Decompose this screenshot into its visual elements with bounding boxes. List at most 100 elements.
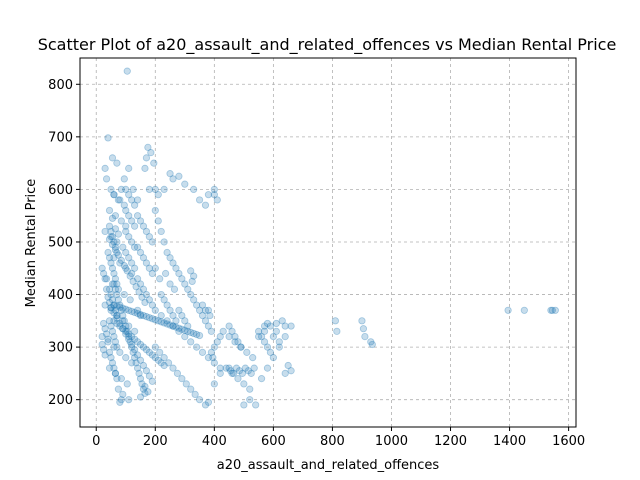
scatter-point	[331, 317, 339, 325]
scatter-point	[133, 338, 142, 346]
scatter-point	[219, 327, 227, 335]
scatter-point	[119, 317, 127, 325]
scatter-point	[169, 322, 177, 330]
scatter-point	[108, 296, 117, 304]
scatter-point	[111, 212, 120, 220]
scatter-point	[126, 296, 134, 304]
scatter-point	[122, 354, 130, 362]
scatter-point	[116, 348, 124, 356]
scatter-point	[105, 222, 114, 230]
scatter-point	[122, 330, 130, 338]
scatter-point	[154, 217, 162, 225]
scatter-point	[225, 364, 233, 372]
scatter-point	[133, 196, 142, 204]
scatter-point	[108, 233, 117, 241]
scatter-point	[145, 372, 153, 380]
scatter-point	[246, 396, 254, 404]
scatter-point	[235, 367, 244, 375]
scatter-point	[110, 309, 118, 317]
scatter-point	[210, 343, 218, 351]
scatter-point	[128, 259, 136, 267]
scatter-point	[125, 191, 133, 199]
scatter-point	[151, 206, 159, 215]
scatter-point	[198, 348, 207, 356]
scatter-point	[101, 275, 109, 283]
y-tick-label: 200	[48, 393, 73, 408]
scatter-point	[138, 293, 146, 301]
scatter-point	[232, 364, 241, 372]
scatter-point	[119, 243, 127, 251]
scatter-point	[228, 327, 236, 335]
scatter-point	[102, 275, 111, 283]
x-tick-label: 400	[202, 434, 227, 449]
scatter-point	[113, 238, 121, 246]
y-tick-label: 700	[48, 130, 73, 145]
scatter-point	[101, 227, 109, 236]
scatter-point	[181, 332, 189, 341]
scatter-point	[105, 364, 114, 372]
grid-lines	[80, 58, 576, 427]
scatter-point	[216, 332, 224, 341]
scatter-point	[141, 389, 149, 397]
scatter-point	[204, 191, 213, 199]
scatter-point	[114, 296, 122, 304]
scatter-point	[131, 346, 139, 354]
scatter-point	[113, 302, 121, 310]
scatter-point	[178, 311, 186, 320]
scatter-point	[110, 254, 118, 262]
scatter-point	[138, 380, 146, 388]
scatter-point	[116, 196, 124, 204]
scatter-point	[128, 332, 136, 341]
scatter-point	[139, 311, 148, 320]
scatter-point	[111, 275, 120, 283]
scatter-point	[551, 306, 559, 314]
scatter-point	[102, 285, 111, 293]
scatter-point	[108, 154, 117, 162]
scatter-point	[166, 306, 174, 314]
scatter-point	[139, 343, 148, 351]
scatter-point	[131, 222, 139, 230]
scatter-point	[122, 227, 130, 236]
x-tick-label: 200	[143, 434, 168, 449]
scatter-point	[244, 367, 252, 375]
scatter-point	[182, 380, 190, 388]
scatter-point	[136, 340, 145, 349]
scatter-point	[139, 222, 148, 230]
scatter-point	[190, 272, 198, 280]
scatter-point	[187, 328, 195, 336]
scatter-point	[207, 348, 215, 356]
chart-title: Scatter Plot of a20_assault_and_related_…	[38, 35, 617, 55]
y-axis-label: Median Rental Price	[24, 179, 39, 308]
scatter-point	[240, 380, 248, 388]
scatter-point	[145, 296, 153, 304]
scatter-point	[156, 275, 164, 283]
scatter-point	[157, 311, 165, 320]
scatter-point	[178, 275, 186, 283]
scatter-point	[105, 348, 114, 356]
scatter-point	[272, 319, 280, 328]
scatter-point	[128, 359, 136, 367]
scatter-point	[107, 290, 115, 299]
x-tick-label: 1600	[552, 434, 585, 449]
scatter-point	[111, 306, 120, 314]
scatter-point	[100, 346, 108, 354]
scatter-point	[104, 335, 112, 343]
scatter-point	[142, 154, 151, 162]
scatter-point	[107, 306, 115, 314]
scatter-point	[128, 196, 136, 204]
scatter-point	[120, 175, 128, 183]
scatter-point	[105, 317, 114, 325]
scatter-point	[169, 322, 177, 330]
scatter-point	[160, 296, 168, 304]
scatter-point	[226, 367, 235, 375]
scatter-point	[284, 361, 292, 370]
scatter-point	[547, 306, 555, 314]
scatter-point	[141, 164, 149, 172]
scatter-point	[108, 241, 117, 249]
scatter-point	[250, 364, 258, 372]
scatter-point	[172, 323, 180, 331]
scatter-point	[107, 322, 115, 330]
scatter-point	[201, 401, 210, 409]
scatter-point	[133, 309, 142, 318]
scatter-point	[104, 248, 112, 257]
